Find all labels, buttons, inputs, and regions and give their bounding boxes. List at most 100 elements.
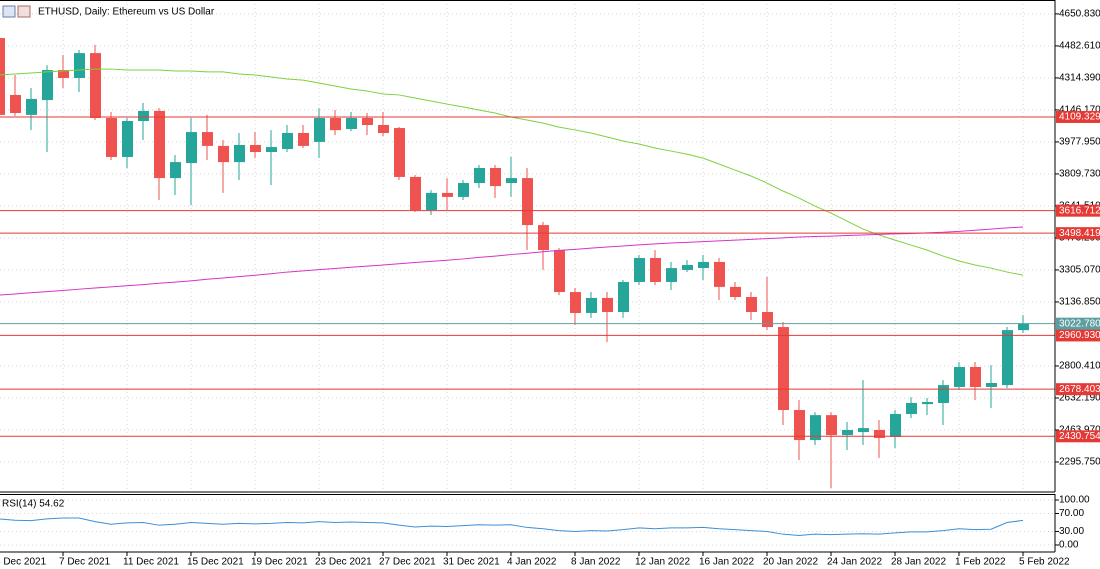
candle-body <box>1018 323 1029 331</box>
x-tick-label: 3 Dec 2021 <box>0 557 47 568</box>
level-label: 2430.754 <box>1059 431 1100 442</box>
candle-body <box>26 98 37 115</box>
y-tick-label: 2463.970 <box>1059 425 1100 436</box>
candle-body <box>842 429 853 436</box>
level-box <box>1056 110 1100 123</box>
y-tick-label: 4314.390 <box>1059 73 1100 84</box>
candle-body <box>970 367 981 387</box>
candle-body <box>986 382 997 387</box>
candle-body <box>218 145 229 163</box>
candle-body <box>474 167 485 184</box>
last-price-label: 3022.780 <box>1059 318 1100 329</box>
y-tick-label: 2632.190 <box>1059 393 1100 404</box>
last-price-box <box>1056 317 1100 330</box>
candle-body <box>74 53 85 79</box>
candle-body <box>154 110 165 179</box>
candle-body <box>682 265 693 270</box>
x-tick-label: 1 Feb 2022 <box>955 557 1006 568</box>
x-tick-label: 4 Jan 2022 <box>507 557 557 568</box>
candle-body <box>314 117 325 142</box>
candle-body <box>602 297 613 313</box>
candle-body <box>250 144 261 153</box>
y-tick-label: 2295.750 <box>1059 457 1100 468</box>
y-tick-label: 0.00 <box>1059 540 1079 551</box>
level-box <box>1056 430 1100 443</box>
level-box <box>1056 227 1100 240</box>
candle-body <box>906 402 917 414</box>
y-tick-label: 2800.410 <box>1059 361 1100 372</box>
level-box <box>1056 329 1100 342</box>
y-tick-label: 100.00 <box>1059 495 1090 506</box>
candle-body <box>0 38 5 115</box>
y-tick-label: 3809.730 <box>1059 169 1100 180</box>
candle-body <box>442 192 453 197</box>
plot-area <box>0 0 1055 492</box>
level-label: 4109.329 <box>1059 112 1100 123</box>
level-box <box>1056 204 1100 217</box>
candle-body <box>186 132 197 164</box>
candle-body <box>378 124 389 133</box>
x-tick-label: 11 Dec 2021 <box>123 557 179 568</box>
level-label: 2960.930 <box>1059 330 1100 341</box>
x-tick-label: 12 Jan 2022 <box>635 557 690 568</box>
candle-body <box>810 415 821 441</box>
y-tick-label: 3136.850 <box>1059 297 1100 308</box>
rsi-title: RSI(14) 54.62 <box>2 499 65 510</box>
candle-body <box>666 268 677 282</box>
candle-body <box>938 385 949 403</box>
level-label: 3616.712 <box>1059 205 1100 216</box>
plot-area <box>0 499 1055 546</box>
candle-body <box>1002 330 1013 386</box>
candle-body <box>522 178 533 226</box>
candle-body <box>10 94 21 114</box>
candle-body <box>618 281 629 313</box>
x-tick-label: 5 Feb 2022 <box>1019 557 1070 568</box>
candle-body <box>106 117 117 157</box>
candle-body <box>554 249 565 293</box>
candle-body <box>874 429 885 438</box>
rsi-line <box>0 517 1024 537</box>
x-tick-label: 31 Dec 2021 <box>443 557 500 568</box>
level-label: 2678.403 <box>1059 384 1100 395</box>
candle-body <box>122 121 133 157</box>
candle-body <box>922 402 933 405</box>
candle-body <box>490 167 501 187</box>
candle-body <box>746 296 757 313</box>
candle-body <box>778 327 789 410</box>
candle-body <box>826 415 837 436</box>
candle-body <box>58 70 69 79</box>
level-label: 3498.419 <box>1059 228 1100 239</box>
x-tick-label: 23 Dec 2021 <box>315 557 372 568</box>
candle-body <box>634 257 645 282</box>
candle-body <box>506 178 517 184</box>
candle-body <box>586 297 597 313</box>
candle-body <box>234 144 245 163</box>
x-tick-label: 27 Dec 2021 <box>379 557 436 568</box>
y-tick-label: 3305.070 <box>1059 265 1100 276</box>
candle-body <box>794 410 805 441</box>
candle-body <box>730 286 741 297</box>
y-tick-label: 4146.170 <box>1059 105 1100 116</box>
x-tick-label: 28 Jan 2022 <box>891 557 946 568</box>
y-tick-label: 4650.830 <box>1059 9 1100 20</box>
x-tick-label: 24 Jan 2022 <box>827 557 882 568</box>
candle-body <box>954 367 965 387</box>
x-tick-label: 8 Jan 2022 <box>571 557 621 568</box>
candle-body <box>458 183 469 197</box>
y-tick-label: 3977.950 <box>1059 137 1100 148</box>
level-box <box>1056 383 1100 396</box>
y-tick-label: 4482.610 <box>1059 41 1100 52</box>
candle-body <box>346 117 357 129</box>
candle-body <box>714 261 725 287</box>
candle-body <box>410 176 421 211</box>
candle-body <box>698 261 709 269</box>
candle-body <box>138 110 149 122</box>
candle-body <box>538 225 549 250</box>
y-tick-label: 30.00 <box>1059 526 1084 537</box>
y-tick-label: 70.00 <box>1059 508 1084 519</box>
candle-body <box>282 132 293 149</box>
candle-body <box>426 192 437 211</box>
candle-body <box>394 128 405 177</box>
